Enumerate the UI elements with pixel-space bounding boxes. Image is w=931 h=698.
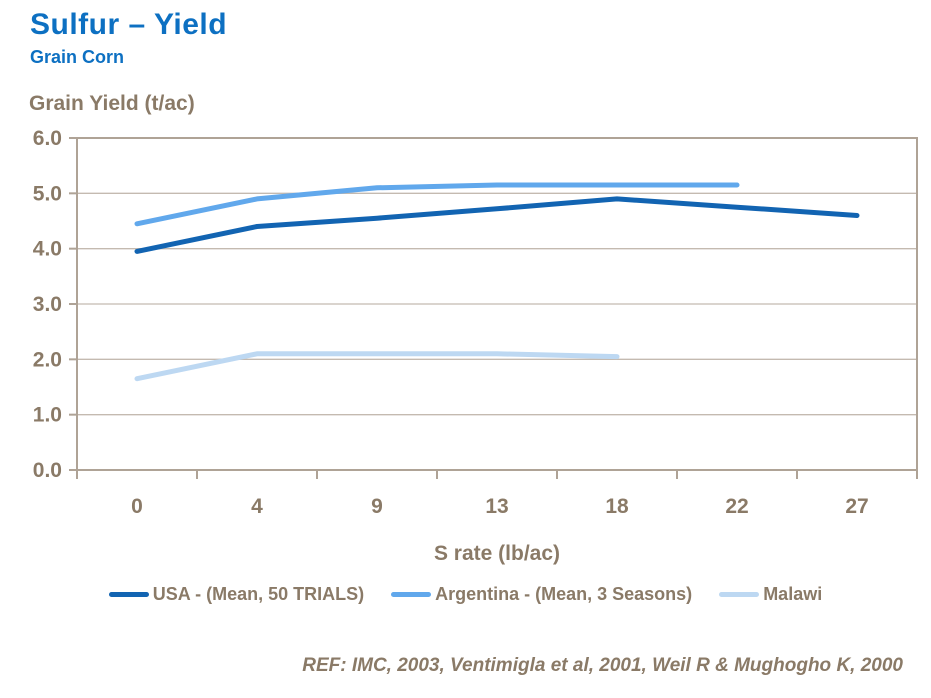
legend-swatch-malawi [719, 591, 760, 597]
legend-item-malawi: Malawi [719, 584, 822, 605]
y-tick-label: 6.0 [33, 127, 62, 150]
legend-label-malawi: Malawi [763, 583, 823, 604]
x-tick-label: 4 [251, 495, 263, 518]
series-line-argentina-mean-3-seasons [134, 182, 740, 227]
legend-item-usa-mean-50-trials: USA - (Mean, 50 TRIALS) [108, 583, 365, 605]
legend-label-argentina-mean-3-seasons: Argentina - (Mean, 3 Seasons) [435, 583, 693, 604]
reference-text: REF: IMC, 2003, Ventimigla et al, 2001, … [302, 655, 903, 676]
y-tick-label: 5.0 [33, 182, 62, 205]
page-title: Sulfur – Yield [30, 8, 228, 41]
x-tick-label: 18 [605, 495, 629, 518]
y-tick-label: 2.0 [33, 348, 62, 371]
legend-swatch-usa-mean-50-trials [108, 591, 149, 597]
y-tick-label: 3.0 [33, 293, 62, 316]
x-axis-title: S rate (lb/ac) [434, 542, 560, 565]
x-tick-label: 27 [845, 495, 868, 518]
series-line-malawi [134, 351, 620, 382]
legend-label-usa-mean-50-trials: USA - (Mean, 50 TRIALS) [152, 583, 365, 604]
series-line-usa-mean-50-trials [134, 196, 860, 254]
y-tick-label: 1.0 [33, 404, 62, 427]
x-tick-label: 9 [371, 495, 383, 518]
y-tick-label: 0.0 [33, 459, 62, 482]
legend-swatch-argentina-mean-3-seasons [391, 591, 432, 597]
x-tick-label: 22 [725, 495, 748, 518]
legend-item-argentina-mean-3-seasons: Argentina - (Mean, 3 Seasons) [391, 584, 692, 605]
y-tick-label: 4.0 [33, 238, 62, 261]
chart-legend: USA - (Mean, 50 TRIALS) Argentina - (Mean… [0, 580, 931, 608]
x-tick-label: 13 [485, 495, 508, 518]
x-tick-label: 0 [131, 495, 143, 518]
line-chart: 0.0 1.0 2.0 3.0 4.0 5.0 6.0 0 4 9 13 18 22 27 S rate (… [33, 127, 918, 565]
page-subtitle: Grain Corn [30, 47, 125, 67]
y-axis-title: Grain Yield (t/ac) [29, 92, 195, 115]
